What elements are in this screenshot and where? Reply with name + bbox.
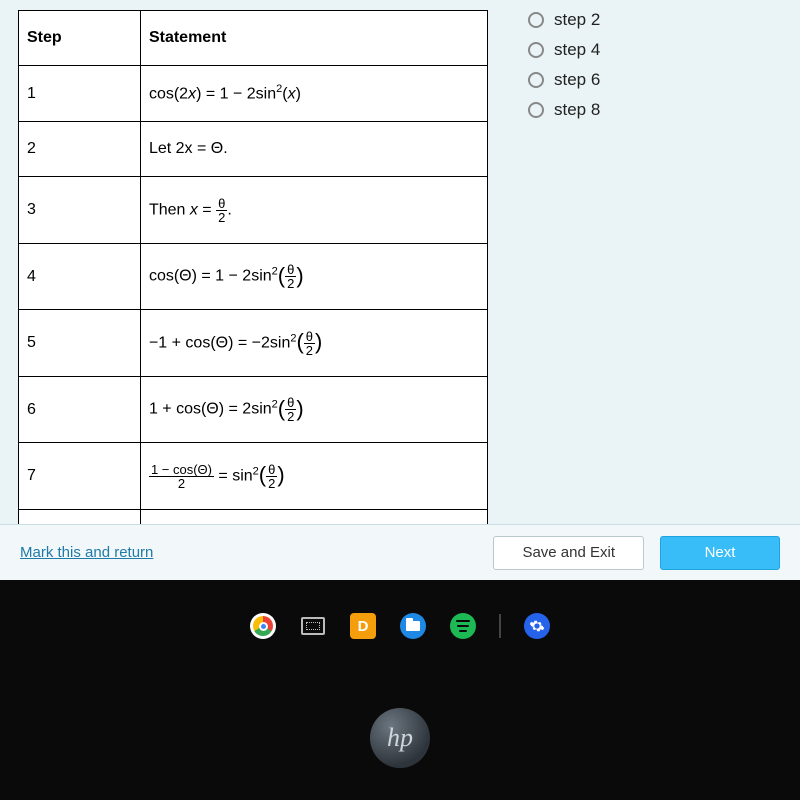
header-statement: Statement	[140, 11, 487, 66]
math-text: 1 + cos(Θ) = 2sin	[149, 401, 272, 418]
paren-open: (	[278, 396, 285, 421]
radio-icon[interactable]	[528, 72, 544, 88]
math-text: cos(Θ) = 1 − 2sin	[149, 268, 272, 285]
math-text: −1 + cos(Θ) = −2sin	[149, 334, 290, 351]
table-row: 4 cos(Θ) = 1 − 2sin2(θ2)	[19, 243, 488, 310]
statement-cell: Then x = θ2.	[140, 177, 487, 244]
taskbar: D	[100, 604, 700, 648]
option-step-2[interactable]: step 2	[528, 10, 600, 30]
denominator: 2	[285, 410, 296, 423]
numerator: θ	[285, 396, 296, 410]
step-cell: 4	[19, 243, 141, 310]
chrome-icon[interactable]	[249, 612, 277, 640]
table-row: 5 −1 + cos(Θ) = −2sin 2(θ2)	[19, 310, 488, 377]
fraction: θ2	[285, 396, 296, 423]
next-button[interactable]: Next	[660, 536, 780, 570]
table-row: 7 1 − cos(Θ)2 = sin2(θ2)	[19, 443, 488, 510]
table-row: 2 Let 2x = Θ.	[19, 121, 488, 176]
statement-cell: −1 + cos(Θ) = −2sin 2(θ2)	[140, 310, 487, 377]
table-row: 3 Then x = θ2.	[19, 177, 488, 244]
radio-icon[interactable]	[528, 12, 544, 28]
statement-cell: Let 2x = Θ.	[140, 121, 487, 176]
fraction: θ2	[266, 463, 277, 490]
math-text: Let 2x = Θ.	[149, 140, 228, 157]
math-text: cos(2	[149, 86, 188, 103]
radio-icon[interactable]	[528, 42, 544, 58]
step-cell: 2	[19, 121, 141, 176]
math-var: x	[190, 201, 198, 218]
option-label: step 6	[554, 70, 600, 90]
option-step-6[interactable]: step 6	[528, 70, 600, 90]
radio-icon[interactable]	[528, 102, 544, 118]
math-text: = sin	[214, 467, 253, 484]
denominator: 2	[285, 277, 296, 290]
taskbar-separator	[499, 614, 501, 638]
fraction: θ2	[216, 197, 227, 224]
math-sup: 2	[272, 265, 278, 277]
math-text: )	[296, 86, 301, 103]
table-row: 6 1 + cos(Θ) = 2sin2(θ2)	[19, 376, 488, 443]
step-cell: 5	[19, 310, 141, 377]
math-text: ) = 1 − 2sin	[196, 86, 276, 103]
math-sup: 2	[253, 465, 259, 477]
math-text: =	[198, 201, 216, 218]
math-text: .	[227, 201, 231, 218]
step-cell: 1	[19, 66, 141, 121]
numerator: θ	[266, 463, 277, 477]
math-var: x	[188, 86, 196, 103]
paren-open: (	[278, 263, 285, 288]
hp-logo: hp	[370, 708, 430, 768]
footer-bar: Mark this and return Save and Exit Next	[0, 524, 800, 580]
save-and-exit-button[interactable]: Save and Exit	[493, 536, 644, 570]
numerator: θ	[304, 330, 315, 344]
fraction: θ2	[285, 263, 296, 290]
table-header-row: Step Statement	[19, 11, 488, 66]
math-var: x	[288, 86, 296, 103]
paren-close: )	[277, 462, 284, 487]
statement-cell: cos(2x) = 1 − 2sin2(x)	[140, 66, 487, 121]
answer-options: step 2 step 4 step 6 step 8	[528, 10, 600, 580]
option-step-4[interactable]: step 4	[528, 40, 600, 60]
statement-cell: cos(Θ) = 1 − 2sin2(θ2)	[140, 243, 487, 310]
denominator: 2	[266, 477, 277, 490]
header-step: Step	[19, 11, 141, 66]
paren-close: )	[296, 396, 303, 421]
mark-and-return-link[interactable]: Mark this and return	[20, 544, 153, 561]
statement-cell: 1 − cos(Θ)2 = sin2(θ2)	[140, 443, 487, 510]
step-cell: 3	[19, 177, 141, 244]
content-area: Step Statement 1 cos(2x) = 1 − 2sin2(x) …	[18, 10, 782, 580]
option-label: step 4	[554, 40, 600, 60]
statement-cell: 1 + cos(Θ) = 2sin2(θ2)	[140, 376, 487, 443]
step-cell: 7	[19, 443, 141, 510]
paren-open: (	[259, 462, 266, 487]
keyboard-icon[interactable]	[299, 612, 327, 640]
denominator: 2	[216, 211, 227, 224]
app-d-icon[interactable]: D	[349, 612, 377, 640]
numerator: θ	[285, 263, 296, 277]
step-cell: 6	[19, 376, 141, 443]
math-text: Then	[149, 201, 190, 218]
numerator: θ	[216, 197, 227, 211]
math-sup: 2	[272, 398, 278, 410]
numerator: 1 − cos(Θ)	[149, 463, 214, 477]
spotify-icon[interactable]	[449, 612, 477, 640]
fraction: θ2	[304, 330, 315, 357]
app-screen: Step Statement 1 cos(2x) = 1 − 2sin2(x) …	[0, 0, 800, 580]
paren-close: )	[315, 329, 322, 354]
settings-icon[interactable]	[523, 612, 551, 640]
steps-table: Step Statement 1 cos(2x) = 1 − 2sin2(x) …	[18, 10, 488, 580]
option-label: step 8	[554, 100, 600, 120]
paren-open: (	[296, 329, 303, 354]
monitor-bezel: D hp	[0, 580, 800, 800]
paren-close: )	[296, 263, 303, 288]
table-row: 1 cos(2x) = 1 − 2sin2(x)	[19, 66, 488, 121]
files-icon[interactable]	[399, 612, 427, 640]
option-label: step 2	[554, 10, 600, 30]
fraction: 1 − cos(Θ)2	[149, 463, 214, 490]
denominator: 2	[304, 344, 315, 357]
option-step-8[interactable]: step 8	[528, 100, 600, 120]
denominator: 2	[176, 477, 187, 490]
